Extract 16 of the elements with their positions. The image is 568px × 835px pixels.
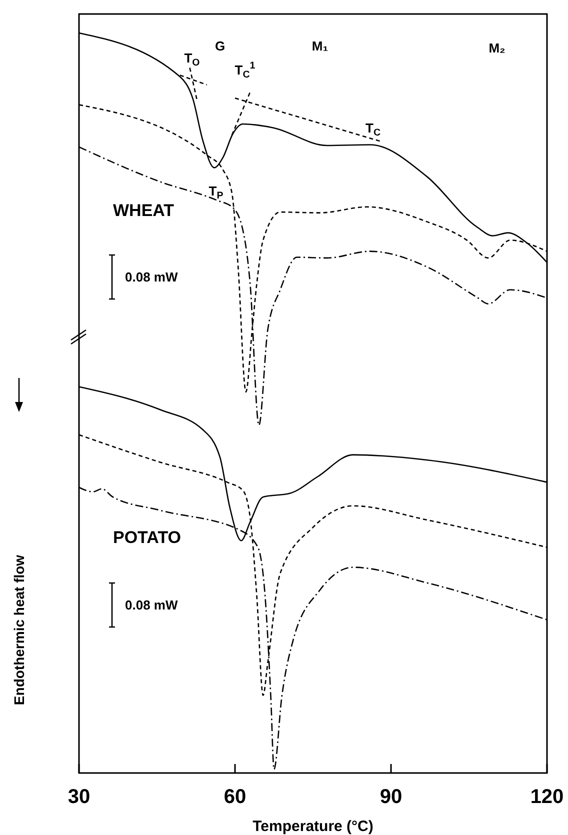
annotation: T$_{P}$ [208, 184, 224, 202]
annotation: POTATO [113, 528, 181, 547]
x-tick-label: 90 [380, 786, 402, 808]
annotation: G [214, 38, 226, 54]
annotation: M₂ [488, 40, 506, 56]
x-axis-title: Temperature (°C) [252, 818, 374, 835]
y-axis-title: Endothermic heat flow [11, 554, 27, 706]
annotation: WHEAT [113, 200, 175, 220]
annotation: 0.08 mW [125, 598, 178, 613]
annotation: T$_{O}$ [184, 50, 200, 69]
annotation: 0.08 mW [125, 270, 178, 285]
x-tick-label: 30 [68, 786, 90, 808]
annotation: M₁ [312, 38, 328, 54]
x-tick-label: 60 [224, 786, 246, 808]
annotation: T$_{C}$ [366, 120, 380, 139]
x-tick-label: 120 [530, 786, 564, 808]
